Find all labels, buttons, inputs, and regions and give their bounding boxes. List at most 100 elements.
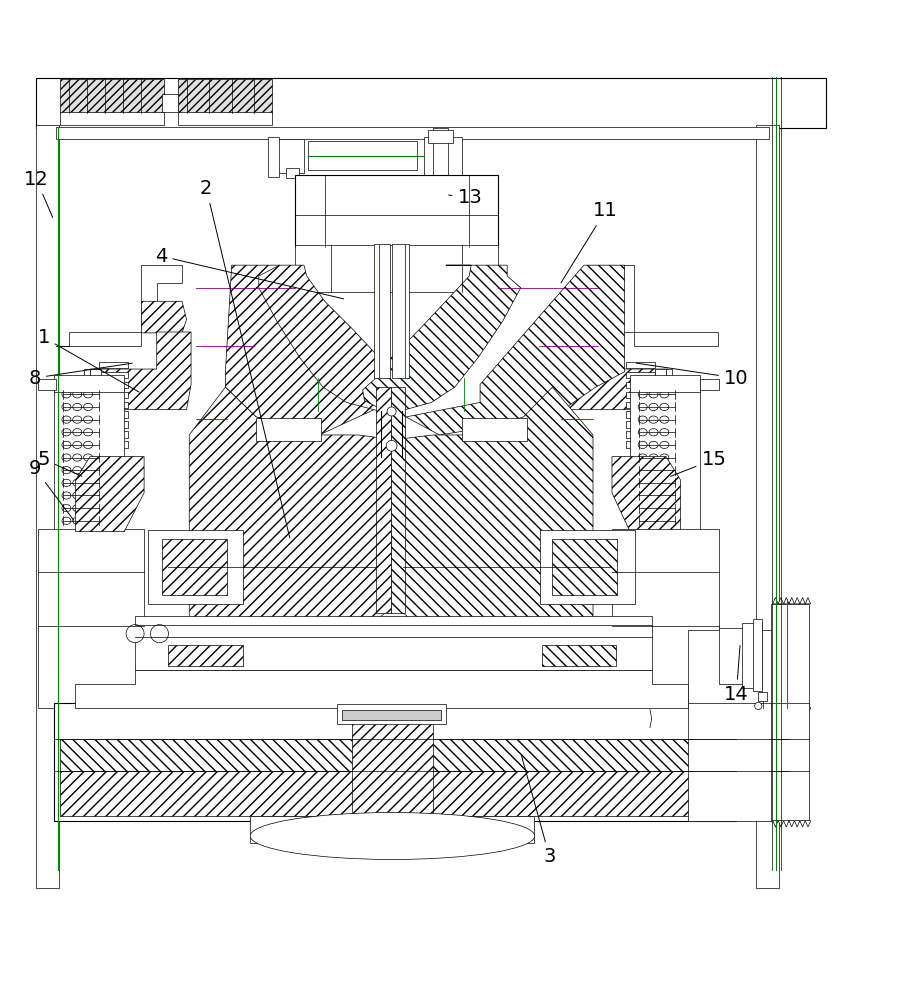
Bar xyxy=(553,539,617,595)
Bar xyxy=(295,245,498,292)
Bar xyxy=(313,146,412,166)
Polygon shape xyxy=(226,265,390,435)
Circle shape xyxy=(755,702,762,710)
Bar xyxy=(626,372,655,378)
Ellipse shape xyxy=(638,479,647,486)
Polygon shape xyxy=(406,265,624,435)
Bar xyxy=(99,372,128,378)
Ellipse shape xyxy=(72,505,82,512)
Ellipse shape xyxy=(660,429,669,436)
Bar xyxy=(84,369,90,459)
Polygon shape xyxy=(773,598,778,604)
Ellipse shape xyxy=(72,479,82,486)
Ellipse shape xyxy=(72,454,82,461)
Bar xyxy=(433,128,448,184)
Bar xyxy=(424,137,462,177)
Ellipse shape xyxy=(638,492,647,499)
Bar xyxy=(268,137,279,177)
Bar xyxy=(35,78,826,128)
Ellipse shape xyxy=(83,391,92,398)
Ellipse shape xyxy=(638,517,647,524)
Ellipse shape xyxy=(649,403,658,411)
Circle shape xyxy=(150,625,169,643)
Polygon shape xyxy=(805,821,811,827)
Polygon shape xyxy=(75,670,688,708)
Bar xyxy=(178,112,273,125)
Ellipse shape xyxy=(660,403,669,411)
Bar xyxy=(626,431,655,438)
Polygon shape xyxy=(805,598,811,604)
Bar xyxy=(630,389,700,532)
Bar xyxy=(53,375,124,392)
Bar xyxy=(540,530,634,604)
Text: 15: 15 xyxy=(670,450,727,476)
Polygon shape xyxy=(362,265,521,411)
Ellipse shape xyxy=(638,403,647,411)
Ellipse shape xyxy=(72,403,82,411)
Ellipse shape xyxy=(72,391,82,398)
Ellipse shape xyxy=(638,505,647,512)
Bar xyxy=(60,771,728,816)
Polygon shape xyxy=(612,457,680,532)
Ellipse shape xyxy=(62,441,71,449)
Polygon shape xyxy=(778,598,784,604)
Bar xyxy=(626,441,655,448)
Ellipse shape xyxy=(83,467,92,474)
Circle shape xyxy=(126,625,144,643)
Polygon shape xyxy=(789,708,795,714)
Polygon shape xyxy=(259,265,415,411)
Ellipse shape xyxy=(72,517,82,524)
Bar xyxy=(99,402,128,408)
Bar xyxy=(342,710,441,720)
Bar xyxy=(169,645,243,666)
Polygon shape xyxy=(784,821,789,827)
Text: 1: 1 xyxy=(37,328,139,392)
Bar xyxy=(53,389,124,532)
Bar xyxy=(55,127,769,139)
Text: 11: 11 xyxy=(561,201,618,283)
Polygon shape xyxy=(800,821,805,827)
Polygon shape xyxy=(587,265,718,346)
Polygon shape xyxy=(795,708,800,714)
Ellipse shape xyxy=(83,441,92,449)
Bar xyxy=(162,539,227,595)
Bar xyxy=(286,168,300,178)
Ellipse shape xyxy=(660,479,669,486)
Bar xyxy=(35,125,59,888)
Text: 9: 9 xyxy=(28,459,73,520)
Ellipse shape xyxy=(83,429,92,436)
Text: 2: 2 xyxy=(200,179,290,538)
Bar xyxy=(60,79,164,113)
Ellipse shape xyxy=(72,467,82,474)
Polygon shape xyxy=(800,708,805,714)
Ellipse shape xyxy=(83,454,92,461)
Ellipse shape xyxy=(62,467,71,474)
Text: 8: 8 xyxy=(28,363,132,388)
Polygon shape xyxy=(403,387,593,710)
Ellipse shape xyxy=(649,467,658,474)
Bar xyxy=(700,379,718,390)
Ellipse shape xyxy=(660,492,669,499)
Ellipse shape xyxy=(72,492,82,499)
Bar xyxy=(688,630,789,708)
Ellipse shape xyxy=(649,429,658,436)
Bar xyxy=(719,628,760,684)
Bar xyxy=(688,703,789,821)
Bar xyxy=(756,125,779,888)
Bar xyxy=(256,418,321,441)
Polygon shape xyxy=(773,708,778,714)
Bar xyxy=(90,369,101,459)
Bar xyxy=(758,692,767,701)
Polygon shape xyxy=(564,332,690,410)
Ellipse shape xyxy=(649,505,658,512)
Bar xyxy=(666,369,671,459)
Polygon shape xyxy=(784,598,789,604)
Bar xyxy=(99,362,128,368)
Polygon shape xyxy=(778,821,784,827)
Polygon shape xyxy=(773,821,778,827)
Bar xyxy=(53,703,736,821)
Bar xyxy=(99,441,128,448)
Polygon shape xyxy=(789,821,795,827)
Text: 4: 4 xyxy=(155,247,343,299)
Bar xyxy=(626,362,655,368)
